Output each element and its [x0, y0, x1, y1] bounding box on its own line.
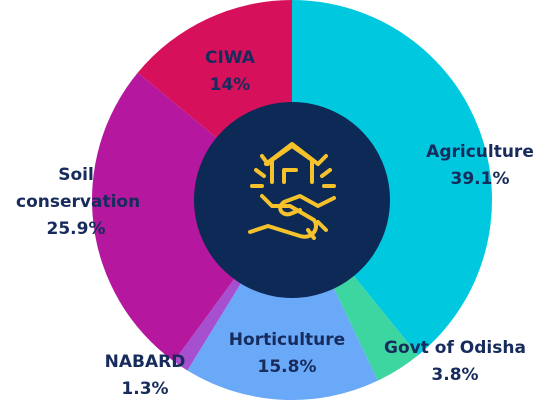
slice [187, 281, 378, 400]
value-label: 1.3% [121, 379, 169, 399]
slice-label: CIWA 14% [180, 45, 280, 99]
value-label: 39.1% [450, 169, 510, 189]
slice-label: Soil conservation 25.9% [6, 162, 146, 243]
value-label: 25.9% [46, 219, 106, 239]
slice [92, 72, 236, 362]
category-label: CIWA [205, 48, 255, 68]
slices [92, 0, 492, 400]
category-label: Soil conservation [16, 165, 141, 212]
slice [137, 0, 292, 139]
slice-label: Govt of Odisha 3.8% [370, 335, 540, 389]
category-label: Govt of Odisha [384, 338, 526, 358]
value-label: 14% [209, 75, 251, 95]
category-label: Agriculture [426, 142, 534, 162]
slice [333, 274, 419, 381]
category-label: NABARD [104, 352, 186, 372]
slice [173, 277, 242, 371]
handshake-icon [248, 142, 336, 240]
slice-label: Agriculture 39.1% [420, 139, 540, 193]
slice [292, 0, 492, 356]
value-label: 15.8% [257, 357, 317, 377]
slice-label: NABARD 1.3% [90, 349, 200, 401]
category-label: Horticulture [228, 330, 346, 350]
value-label: 3.8% [431, 365, 479, 385]
slice-label: Horticulture 15.8% [212, 327, 362, 381]
